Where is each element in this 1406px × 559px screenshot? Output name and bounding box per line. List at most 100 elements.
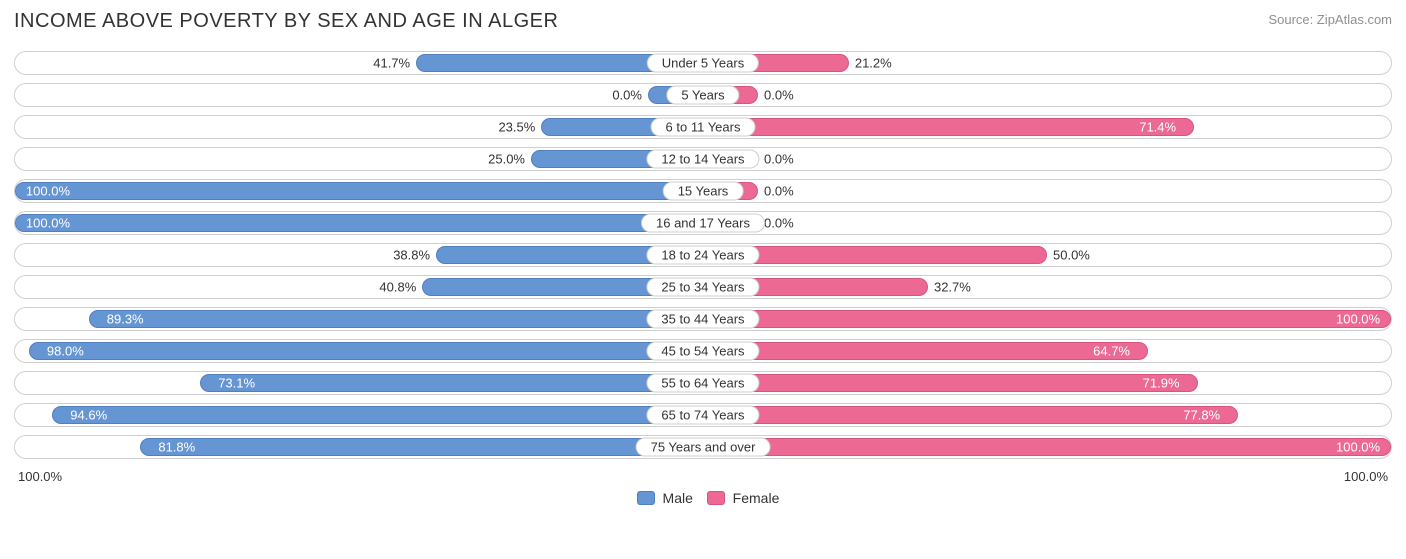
male-half: 98.0% <box>15 340 703 362</box>
female-value: 21.2% <box>855 56 892 71</box>
category-label: 5 Years <box>666 86 739 105</box>
category-label: 16 and 17 Years <box>641 214 765 233</box>
male-half: 41.7% <box>15 52 703 74</box>
chart-row: 38.8% 50.0% 18 to 24 Years <box>14 243 1392 267</box>
male-bar <box>29 342 703 360</box>
x-axis-labels: 100.0% 100.0% <box>14 467 1392 484</box>
male-value: 98.0% <box>47 344 84 359</box>
male-bar <box>15 182 703 200</box>
male-value: 25.0% <box>488 152 525 167</box>
category-label: 55 to 64 Years <box>646 374 759 393</box>
male-value: 0.0% <box>612 88 642 103</box>
category-label: 45 to 54 Years <box>646 342 759 361</box>
male-value: 38.8% <box>393 248 430 263</box>
legend-label-female: Female <box>733 490 780 506</box>
female-half: 71.9% <box>703 372 1391 394</box>
male-half: 40.8% <box>15 276 703 298</box>
male-value: 94.6% <box>70 408 107 423</box>
female-half: 77.8% <box>703 404 1391 426</box>
category-label: 75 Years and over <box>636 438 771 457</box>
female-half: 21.2% <box>703 52 1391 74</box>
female-half: 32.7% <box>703 276 1391 298</box>
male-value: 40.8% <box>379 280 416 295</box>
chart-row: 100.0% 0.0% 15 Years <box>14 179 1392 203</box>
female-half: 0.0% <box>703 212 1391 234</box>
male-half: 89.3% <box>15 308 703 330</box>
female-value: 71.9% <box>1143 376 1180 391</box>
male-half: 81.8% <box>15 436 703 458</box>
male-bar <box>89 310 703 328</box>
male-value: 81.8% <box>158 440 195 455</box>
axis-right-label: 100.0% <box>1344 469 1388 484</box>
female-bar <box>703 310 1391 328</box>
female-value: 50.0% <box>1053 248 1090 263</box>
category-label: 35 to 44 Years <box>646 310 759 329</box>
chart-row: 100.0% 0.0%16 and 17 Years <box>14 211 1392 235</box>
female-half: 0.0% <box>703 84 1391 106</box>
female-bar <box>703 438 1391 456</box>
chart-row: 25.0% 0.0% 12 to 14 Years <box>14 147 1392 171</box>
male-value: 73.1% <box>218 376 255 391</box>
category-label: Under 5 Years <box>647 54 759 73</box>
female-half: 71.4% <box>703 116 1391 138</box>
female-half: 0.0% <box>703 180 1391 202</box>
male-value: 41.7% <box>373 56 410 71</box>
axis-left-label: 100.0% <box>18 469 62 484</box>
female-half: 100.0% <box>703 436 1391 458</box>
female-bar <box>703 374 1198 392</box>
chart-row: 89.3% 100.0% 35 to 44 Years <box>14 307 1392 331</box>
male-half: 0.0% <box>15 84 703 106</box>
chart-title: INCOME ABOVE POVERTY BY SEX AND AGE IN A… <box>14 10 558 33</box>
female-half: 64.7% <box>703 340 1391 362</box>
chart-row: 94.6% 77.8% 65 to 74 Years <box>14 403 1392 427</box>
female-value: 32.7% <box>934 280 971 295</box>
male-value: 100.0% <box>26 184 70 199</box>
legend-swatch-female <box>707 491 725 505</box>
male-bar <box>52 406 703 424</box>
male-bar <box>200 374 703 392</box>
female-value: 0.0% <box>764 88 794 103</box>
female-value: 64.7% <box>1093 344 1130 359</box>
male-value: 100.0% <box>26 216 70 231</box>
male-half: 38.8% <box>15 244 703 266</box>
diverging-bar-chart: 41.7% 21.2% Under 5 Years 0.0% 0.0% 5 Years 23… <box>14 51 1392 459</box>
chart-row: 40.8% 32.7% 25 to 34 Years <box>14 275 1392 299</box>
female-value: 71.4% <box>1139 120 1176 135</box>
chart-source: Source: ZipAtlas.com <box>1268 10 1392 27</box>
male-half: 23.5% <box>15 116 703 138</box>
female-bar <box>703 406 1238 424</box>
male-bar <box>15 214 703 232</box>
female-bar <box>703 342 1148 360</box>
male-half: 73.1% <box>15 372 703 394</box>
category-label: 18 to 24 Years <box>646 246 759 265</box>
chart-row: 98.0% 64.7% 45 to 54 Years <box>14 339 1392 363</box>
male-bar <box>140 438 703 456</box>
legend: Male Female <box>14 490 1392 506</box>
category-label: 25 to 34 Years <box>646 278 759 297</box>
male-half: 94.6% <box>15 404 703 426</box>
chart-row: 41.7% 21.2% Under 5 Years <box>14 51 1392 75</box>
female-value: 100.0% <box>1336 312 1380 327</box>
female-value: 0.0% <box>764 184 794 199</box>
chart-row: 73.1% 71.9% 55 to 64 Years <box>14 371 1392 395</box>
chart-row: 81.8% 100.0%75 Years and over <box>14 435 1392 459</box>
category-label: 15 Years <box>663 182 744 201</box>
category-label: 12 to 14 Years <box>646 150 759 169</box>
chart-row: 23.5% 71.4% 6 to 11 Years <box>14 115 1392 139</box>
female-bar <box>703 118 1194 136</box>
female-half: 50.0% <box>703 244 1391 266</box>
female-value: 0.0% <box>764 216 794 231</box>
category-label: 65 to 74 Years <box>646 406 759 425</box>
legend-swatch-male <box>637 491 655 505</box>
male-half: 25.0% <box>15 148 703 170</box>
male-value: 23.5% <box>498 120 535 135</box>
chart-row: 0.0% 0.0% 5 Years <box>14 83 1392 107</box>
chart-header: INCOME ABOVE POVERTY BY SEX AND AGE IN A… <box>14 10 1392 33</box>
female-half: 0.0% <box>703 148 1391 170</box>
legend-label-male: Male <box>663 490 693 506</box>
male-value: 89.3% <box>107 312 144 327</box>
female-value: 77.8% <box>1183 408 1220 423</box>
female-value: 0.0% <box>764 152 794 167</box>
category-label: 6 to 11 Years <box>651 118 756 137</box>
female-half: 100.0% <box>703 308 1391 330</box>
